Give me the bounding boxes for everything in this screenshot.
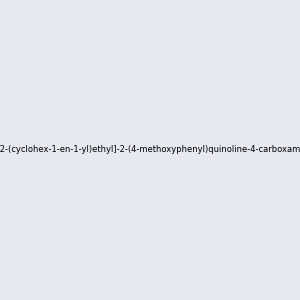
Text: N-[2-(cyclohex-1-en-1-yl)ethyl]-2-(4-methoxyphenyl)quinoline-4-carboxamide: N-[2-(cyclohex-1-en-1-yl)ethyl]-2-(4-met… [0,146,300,154]
